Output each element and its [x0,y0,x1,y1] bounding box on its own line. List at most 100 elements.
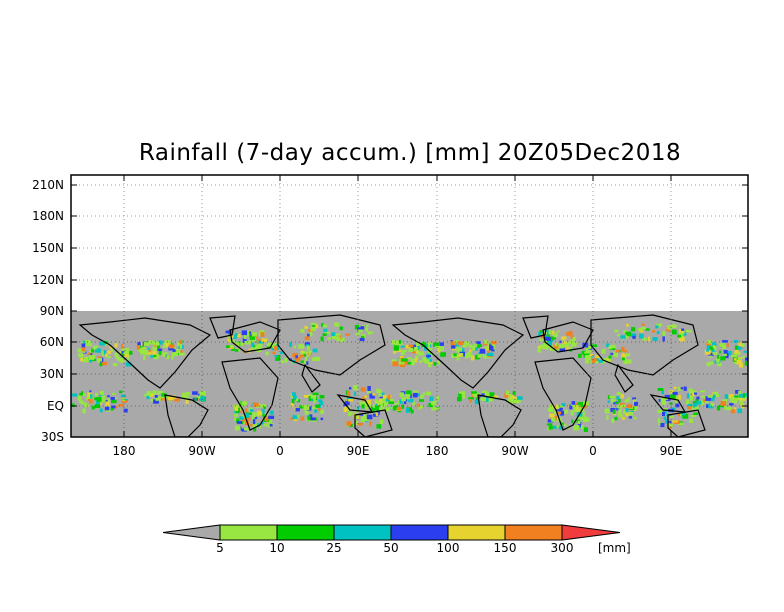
rain-cell [585,355,591,360]
rain-cell [172,349,176,354]
rain-cell [472,347,478,351]
rain-cell [491,349,495,352]
rain-cell [357,327,362,331]
rain-cell [89,390,92,394]
rain-cell [607,395,611,400]
rain-cell [624,336,629,339]
rain-cell [486,353,490,356]
rain-cell [739,401,744,406]
rain-cell [107,398,110,402]
rain-cell [261,409,265,414]
rain-cell [612,351,616,355]
rain-cell [592,344,598,347]
rain-cell [263,423,269,427]
rain-cell [360,418,366,422]
rain-cell [688,403,693,407]
rain-cell [307,416,311,421]
rain-cell [370,406,377,411]
rain-cell [625,353,631,357]
rain-cell [712,346,717,351]
rain-cell [430,353,435,356]
rain-cell [719,350,722,354]
rain-cell [406,357,412,360]
rain-cell [111,405,114,409]
rain-cell [349,396,353,401]
rain-cell [416,350,420,354]
legend-tick-5: 5 [216,541,224,555]
rain-cell [154,345,161,349]
rainfall-field [71,322,748,432]
rain-cell [201,391,206,396]
rain-cell [79,393,85,396]
rain-cell [254,344,261,350]
rain-cell [614,416,618,421]
rain-cell [321,323,324,327]
rain-cell [539,330,543,333]
rain-cell [274,355,278,358]
rain-cell [731,354,738,358]
rain-cell [489,343,494,347]
rain-cell [617,405,623,409]
legend-tick-150: 150 [493,541,517,555]
rain-cell [677,413,680,417]
rain-cell [405,408,409,413]
rain-cell [656,331,660,334]
rain-cell [504,393,510,398]
rain-cell [738,390,741,396]
rain-cell [125,362,132,367]
rain-cell [304,409,309,415]
lat-label-150n: 150N [32,241,64,255]
continent-outline [221,357,279,431]
rain-cell [553,410,557,415]
rain-cell [96,358,102,362]
rain-cell [575,406,579,411]
rain-cell [401,397,406,402]
rain-cell [227,338,230,343]
rain-cell [109,346,113,349]
rain-cell [431,406,435,411]
rain-cell [229,334,234,338]
rain-cell [662,331,666,336]
rain-cell [89,399,93,404]
rain-cell [369,393,373,397]
rain-cell [388,401,394,404]
axis-ticks [71,175,748,437]
rain-cell [274,343,280,346]
rain-cell [453,343,459,347]
rain-cell [113,405,116,409]
rain-cell [667,423,673,427]
rain-cell [565,332,572,336]
legend-swatch-above-300 [561,524,621,541]
rain-cell [304,342,310,346]
rain-cell [689,418,694,423]
rain-cell [548,425,553,430]
rain-cell [107,395,110,398]
rain-cell [378,394,383,397]
rain-cell [577,402,583,405]
rain-cell [157,390,160,395]
rain-cell [710,402,714,407]
lat-label-60n: 60N [39,335,64,349]
rain-cell [270,410,274,415]
rain-cell [119,390,123,394]
rain-cell [589,353,594,357]
rain-cell [82,349,86,353]
rain-cell [112,363,118,367]
rain-cell [323,328,328,332]
rain-cell [569,346,573,350]
rain-cell [355,410,359,413]
rain-cell [621,357,625,361]
rain-cell [246,330,252,333]
rain-cell [428,347,433,350]
rain-cell [393,344,399,350]
rain-cell [146,391,151,396]
rain-cell [437,360,440,365]
rain-cell [360,387,366,392]
rain-cell [706,349,709,352]
rain-cell [400,350,405,355]
rain-cell [678,394,681,400]
rain-cell [322,333,327,336]
rain-cell [467,352,472,356]
rain-cell [554,344,559,349]
rain-cell [303,395,309,398]
